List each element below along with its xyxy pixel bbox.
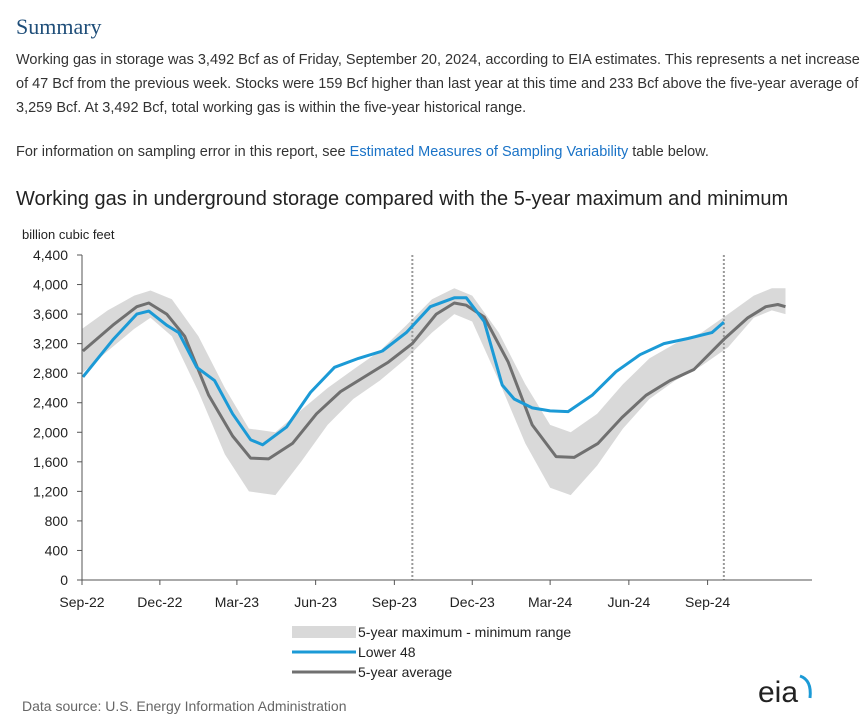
y-axis-label: billion cubic feet: [22, 227, 115, 242]
legend-lower48-label: Lower 48: [358, 644, 416, 660]
x-tick-label: Dec-23: [450, 594, 495, 610]
y-tick-label: 0: [60, 572, 68, 588]
x-tick-label: Sep-23: [372, 594, 417, 610]
legend-average-label: 5-year average: [358, 664, 452, 680]
x-tick-label: Dec-22: [137, 594, 182, 610]
y-tick-label: 4,000: [33, 277, 68, 293]
y-tick-label: 800: [45, 513, 69, 529]
y-tick-label: 3,200: [33, 336, 68, 352]
y-tick-label: 2,800: [33, 365, 68, 381]
y-tick-label: 3,600: [33, 306, 68, 322]
y-tick-label: 1,600: [33, 454, 68, 470]
x-tick-label: Sep-22: [59, 594, 104, 610]
x-tick-label: Mar-23: [215, 594, 260, 610]
eia-logo: eia: [756, 670, 816, 710]
legend-range-swatch: [292, 626, 356, 638]
x-tick-label: Mar-24: [528, 594, 573, 610]
y-tick-label: 400: [45, 542, 69, 558]
storage-chart: billion cubic feet 0 400 800 1,200 1,600 2,000…: [0, 0, 868, 715]
y-tick-label: 1,200: [33, 483, 68, 499]
x-tick-label: Sep-24: [685, 594, 730, 610]
legend-range-label: 5-year maximum - minimum range: [358, 624, 571, 640]
svg-text:eia: eia: [758, 676, 798, 709]
x-tick-label: Jun-23: [294, 594, 337, 610]
y-tick-label: 2,000: [33, 424, 68, 440]
y-tick-label: 2,400: [33, 395, 68, 411]
data-source-note: Data source: U.S. Energy Information Adm…: [22, 698, 346, 714]
y-tick-label: 4,400: [33, 247, 68, 263]
x-tick-label: Jun-24: [607, 594, 650, 610]
